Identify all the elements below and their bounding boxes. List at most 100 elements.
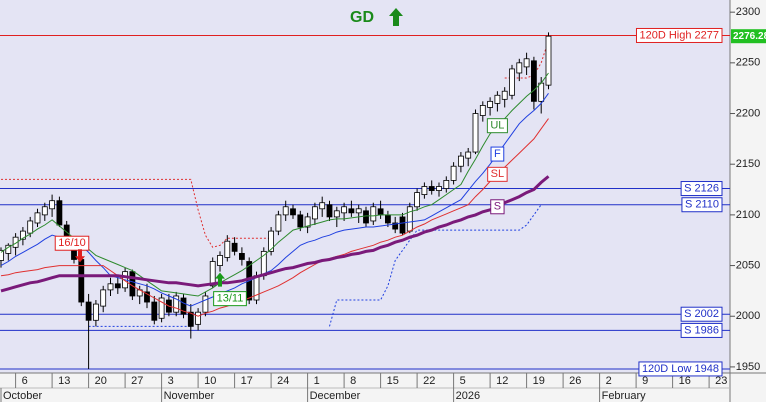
candle-body	[523, 58, 530, 68]
candle	[158, 293, 165, 323]
candle	[85, 293, 92, 369]
candle-body	[399, 216, 406, 234]
candle-body	[107, 283, 114, 291]
candle	[436, 182, 442, 197]
series-label-box	[490, 146, 505, 162]
candle	[479, 101, 486, 122]
level-label: 120D High 2277	[639, 29, 719, 41]
x-tick-label: 15	[387, 375, 399, 387]
candle	[465, 147, 472, 167]
y-tick-label: 2200	[736, 107, 760, 119]
candle	[282, 200, 289, 221]
x-group-label: October	[3, 390, 42, 402]
x-tick-label: 12	[496, 375, 508, 387]
y-tick-label: 2100	[736, 209, 760, 221]
last-price-box	[731, 29, 766, 44]
candle-body	[27, 220, 34, 234]
candle-body	[187, 311, 194, 327]
candle	[173, 291, 180, 317]
candle-body	[545, 35, 552, 86]
candle	[93, 300, 99, 327]
candle	[326, 200, 333, 221]
candle	[428, 180, 435, 195]
candle	[516, 58, 523, 82]
candle-body	[355, 208, 362, 214]
candle	[487, 97, 494, 116]
level-label-box	[635, 27, 723, 43]
x-tick-label: 17	[241, 375, 253, 387]
series-label: UL	[490, 120, 504, 132]
x-tick-label: 19	[533, 375, 545, 387]
candle	[180, 293, 187, 319]
x-tick-label: 27	[131, 375, 143, 387]
candle-body	[341, 206, 348, 214]
signal-label-box	[213, 291, 247, 307]
candle-body	[12, 236, 19, 248]
signal-arrow	[215, 272, 225, 287]
candle	[494, 91, 501, 112]
stop-line	[1, 178, 272, 248]
candle-body	[0, 249, 4, 261]
candle-body	[377, 208, 384, 216]
x-tick-label: 26	[569, 375, 581, 387]
candle	[19, 227, 26, 246]
candle	[114, 275, 121, 294]
level-label: S 2002	[684, 308, 719, 320]
level-label: 120D Low 1948	[642, 363, 719, 375]
indicator-line	[0, 93, 549, 307]
series-label: S	[494, 201, 501, 213]
x-tick-label: 24	[277, 375, 289, 387]
candle	[12, 233, 19, 256]
candle-body	[436, 186, 442, 191]
indicator-line	[0, 118, 549, 317]
candle	[333, 206, 340, 228]
candle	[363, 206, 369, 228]
candle-body	[304, 216, 311, 228]
x-tick-label: 1	[314, 375, 320, 387]
level-label-box	[638, 361, 723, 377]
candle	[319, 196, 326, 217]
candle	[187, 304, 194, 339]
candle-body	[209, 261, 216, 287]
candle	[78, 255, 85, 307]
candle-body	[326, 204, 333, 218]
x-group-label: February	[602, 390, 647, 402]
candle-body	[465, 151, 472, 159]
candle-body	[472, 113, 479, 153]
x-tick-label: 2	[606, 375, 612, 387]
candle	[355, 204, 362, 223]
plot-background	[0, 0, 730, 373]
y-tick-label: 1950	[736, 361, 760, 373]
x-tick-label: 3	[168, 375, 174, 387]
candle-body	[443, 180, 450, 189]
candle-body	[253, 275, 260, 301]
candle	[501, 87, 508, 108]
candle-body	[348, 208, 355, 214]
candle-body	[509, 68, 515, 96]
candle	[151, 295, 158, 325]
candle	[224, 235, 231, 262]
candle	[195, 308, 202, 331]
candle	[392, 216, 399, 234]
candle-body	[501, 90, 508, 100]
candle	[268, 227, 275, 256]
y-tick-label: 2250	[736, 57, 760, 69]
candle-body	[231, 242, 238, 252]
x-group-label: 2026	[456, 390, 480, 402]
candle-body	[195, 311, 202, 325]
signal-label-box	[54, 235, 90, 251]
candle	[457, 152, 464, 173]
x-tick-label: 22	[423, 375, 435, 387]
candle-body	[85, 301, 92, 321]
candle	[443, 176, 450, 193]
candle	[370, 202, 377, 226]
chart-title: GD	[350, 9, 374, 26]
candle	[304, 212, 311, 234]
level-label: S 2110	[685, 199, 719, 211]
candle-body	[421, 186, 428, 196]
level-label: S 1986	[684, 324, 719, 336]
candle-body	[384, 214, 391, 224]
candle-body	[275, 214, 282, 232]
candle-body	[428, 186, 435, 191]
series-label: SL	[491, 168, 504, 180]
